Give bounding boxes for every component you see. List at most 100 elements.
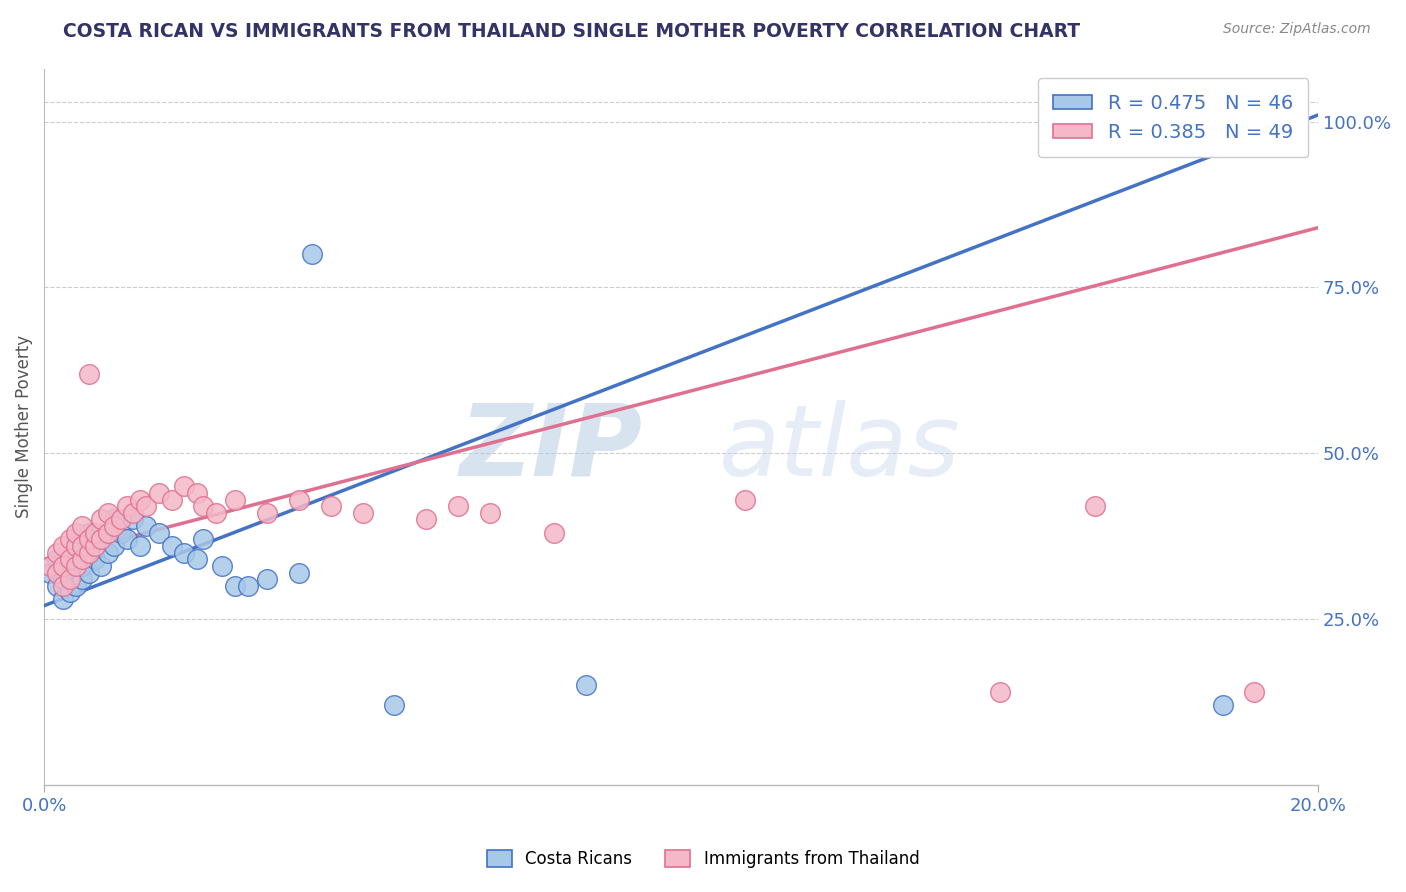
Point [58, 585, 80, 599]
Point [45, 566, 67, 580]
Point [77, 525, 100, 540]
Point [72, 552, 94, 566]
Point [543, 525, 565, 540]
Point [988, 685, 1011, 699]
Point [58, 566, 80, 580]
Point [160, 539, 183, 553]
Point [90, 512, 112, 526]
Point [1084, 500, 1107, 514]
Point [256, 572, 278, 586]
Point [103, 512, 125, 526]
Point [45, 552, 67, 566]
Point [39, 558, 62, 573]
Point [224, 579, 246, 593]
Point [224, 492, 246, 507]
Point [52, 592, 75, 607]
Point [135, 500, 157, 514]
Point [52, 572, 75, 586]
Point [72, 539, 94, 553]
Point [103, 539, 125, 553]
Point [72, 572, 94, 586]
Text: Source: ZipAtlas.com: Source: ZipAtlas.com [1223, 22, 1371, 37]
Point [205, 506, 228, 520]
Point [173, 546, 195, 560]
Point [135, 519, 157, 533]
Point [45, 579, 67, 593]
Point [110, 512, 132, 526]
Point [384, 698, 406, 713]
Point [52, 558, 75, 573]
Point [65, 533, 87, 547]
Point [479, 506, 502, 520]
Point [97, 546, 120, 560]
Point [734, 492, 756, 507]
Point [1212, 698, 1234, 713]
Point [90, 558, 112, 573]
Point [58, 552, 80, 566]
Point [58, 552, 80, 566]
Point [58, 572, 80, 586]
Point [65, 579, 87, 593]
Y-axis label: Single Mother Poverty: Single Mother Poverty [15, 335, 32, 518]
Point [58, 533, 80, 547]
Point [77, 546, 100, 560]
Point [52, 558, 75, 573]
Point [84, 525, 107, 540]
Legend: R = 0.475   N = 46, R = 0.385   N = 49: R = 0.475 N = 46, R = 0.385 N = 49 [1038, 78, 1309, 157]
Point [319, 500, 342, 514]
Point [65, 546, 87, 560]
Point [45, 546, 67, 560]
Point [115, 500, 138, 514]
Point [128, 492, 150, 507]
Point [186, 486, 208, 500]
Point [148, 525, 170, 540]
Point [90, 533, 112, 547]
Point [301, 247, 323, 261]
Point [72, 519, 94, 533]
Point [65, 558, 87, 573]
Point [39, 566, 62, 580]
Text: COSTA RICAN VS IMMIGRANTS FROM THAILAND SINGLE MOTHER POVERTY CORRELATION CHART: COSTA RICAN VS IMMIGRANTS FROM THAILAND … [63, 22, 1080, 41]
Point [77, 533, 100, 547]
Point [97, 525, 120, 540]
Point [193, 500, 215, 514]
Point [236, 579, 259, 593]
Point [160, 492, 183, 507]
Point [72, 539, 94, 553]
Point [65, 539, 87, 553]
Point [90, 533, 112, 547]
Point [84, 552, 107, 566]
Point [574, 678, 596, 692]
Text: ZIP: ZIP [460, 400, 643, 497]
Legend: Costa Ricans, Immigrants from Thailand: Costa Ricans, Immigrants from Thailand [479, 843, 927, 875]
Point [115, 533, 138, 547]
Point [148, 486, 170, 500]
Point [52, 539, 75, 553]
Point [65, 525, 87, 540]
Point [256, 506, 278, 520]
Point [186, 552, 208, 566]
Point [110, 525, 132, 540]
Point [352, 506, 374, 520]
Point [447, 500, 470, 514]
Point [288, 566, 311, 580]
Point [122, 506, 145, 520]
Point [97, 525, 120, 540]
Point [103, 519, 125, 533]
Point [1243, 685, 1265, 699]
Point [84, 539, 107, 553]
Point [415, 512, 437, 526]
Point [72, 558, 94, 573]
Point [65, 558, 87, 573]
Point [77, 566, 100, 580]
Point [173, 479, 195, 493]
Point [52, 579, 75, 593]
Text: atlas: atlas [720, 400, 960, 497]
Point [97, 506, 120, 520]
Point [193, 533, 215, 547]
Point [211, 558, 233, 573]
Point [77, 367, 100, 381]
Point [77, 546, 100, 560]
Point [84, 539, 107, 553]
Point [288, 492, 311, 507]
